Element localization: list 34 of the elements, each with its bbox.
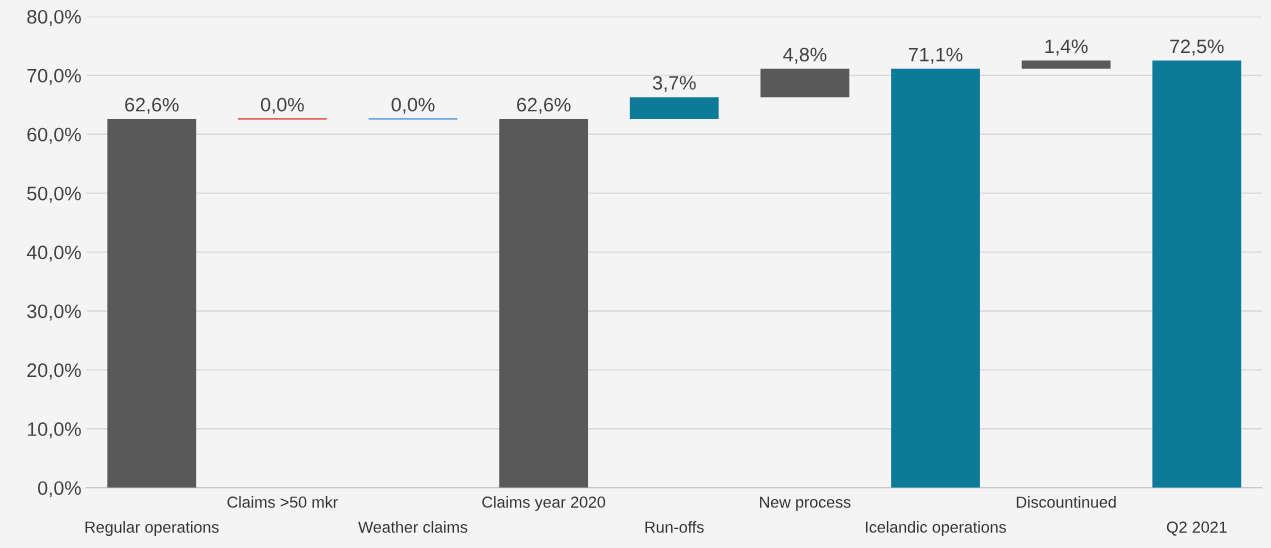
data-label: 3,7%	[652, 76, 696, 93]
x-tick-label: Q2 2021	[1166, 521, 1227, 536]
y-tick-label: 0,0%	[38, 481, 81, 498]
bar	[499, 118, 589, 488]
data-label: 62,6%	[125, 97, 179, 114]
data-label: 71,1%	[908, 47, 963, 64]
y-tick-label: 60,0%	[27, 127, 81, 144]
y-tick-label: 80,0%	[27, 9, 81, 26]
bar	[760, 68, 850, 98]
data-label: 1,4%	[1045, 39, 1088, 56]
x-tick-label: New process	[760, 496, 851, 511]
x-tick-label: Claims >50 mkr	[227, 496, 338, 508]
x-tick-label: Regular operations	[85, 521, 219, 536]
bar	[1152, 60, 1242, 488]
bar	[629, 97, 719, 119]
x-tick-label: Run-offs	[645, 521, 704, 533]
x-tick-label: Icelandic operations	[865, 521, 1006, 536]
data-label: 4,8%	[783, 47, 827, 64]
x-tick-label: Discountinued	[1016, 496, 1116, 508]
data-label: 72,5%	[1170, 39, 1224, 56]
x-tick-label: Claims year 2020	[482, 496, 606, 511]
bar	[891, 68, 980, 488]
y-tick-label: 40,0%	[26, 245, 81, 262]
y-tick-label: 30,0%	[27, 304, 81, 321]
y-tick-label: 10,0%	[27, 422, 81, 439]
data-label: 0,0%	[260, 97, 304, 114]
y-tick-label: 50,0%	[27, 186, 81, 203]
x-tick-label: Weather claims	[358, 521, 468, 533]
y-tick-label: 20,0%	[27, 363, 81, 380]
data-label: 0,0%	[391, 97, 435, 114]
data-label: 62,6%	[517, 97, 571, 114]
bar	[107, 118, 197, 488]
y-tick-label: 70,0%	[27, 68, 81, 85]
bar	[1021, 60, 1111, 69]
